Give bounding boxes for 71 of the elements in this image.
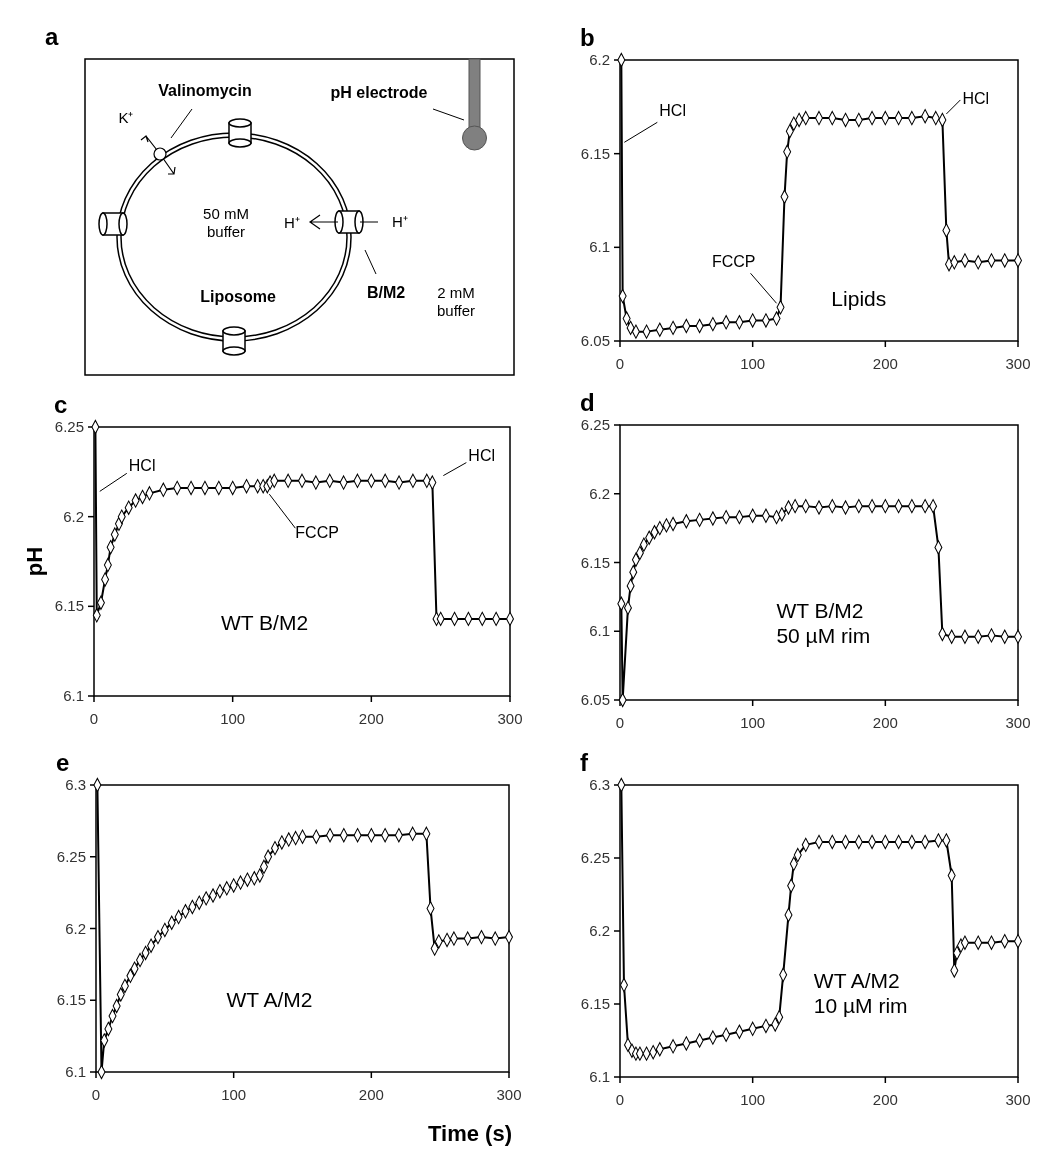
x-tick-label: 300 [1005, 714, 1031, 731]
text: 50 mM buffer [203, 205, 249, 240]
y-tick-label: 6.1 [589, 1068, 610, 1085]
y-tick-label: 6.1 [63, 687, 84, 704]
y-tick-label: 6.3 [589, 776, 610, 793]
y-tick-label: 6.3 [65, 776, 86, 793]
y-tick-label: 6.25 [56, 847, 86, 865]
y-tick-label: 6.15 [580, 553, 610, 571]
annotation: HCl [468, 446, 496, 464]
x-tick-label: 300 [497, 710, 523, 727]
text: B/M2 [366, 284, 406, 301]
chart-title: f [580, 749, 589, 776]
text: Valinomycin [158, 82, 252, 99]
x-tick-label: 300 [1005, 355, 1031, 372]
y-tick-label: 6.1 [65, 1063, 86, 1080]
x-tick-label: 100 [740, 1091, 766, 1108]
x-tick-label: 200 [872, 1091, 898, 1108]
chart-title: d [580, 389, 595, 416]
text: Liposome [200, 288, 276, 305]
x-tick-label: 200 [358, 1086, 384, 1103]
annotation: Lipids [831, 286, 887, 310]
y-tick-label: 6.15 [54, 597, 84, 615]
y-tick-label: 6.2 [63, 507, 84, 525]
x-tick-label: 200 [872, 714, 898, 731]
y-tick-label: 6.15 [580, 144, 610, 162]
annotation: WT A/M2 [226, 988, 313, 1012]
annotation: WT B/M2 50 µM rim [776, 598, 871, 648]
y-tick-label: 6.1 [589, 622, 610, 640]
text: 2 mM buffer [436, 284, 476, 319]
annotation: WT B/M2 [221, 611, 309, 635]
annotation: HCl [659, 102, 686, 120]
x-tick-label: 200 [358, 710, 384, 727]
x-tick-label: 0 [615, 1091, 625, 1108]
y-axis-title: pH [22, 546, 47, 577]
x-tick-label: 0 [615, 714, 625, 731]
y-tick-label: 6.2 [589, 922, 610, 939]
y-tick-label: 6.25 [580, 849, 610, 866]
x-tick-label: 0 [91, 1086, 101, 1103]
y-tick-label: 6.05 [580, 332, 610, 349]
x-tick-label: 200 [872, 355, 898, 372]
x-tick-label: 100 [221, 1086, 247, 1103]
y-tick-label: 6.15 [56, 991, 86, 1009]
y-tick-label: 6.25 [580, 416, 610, 433]
annotation: FCCP [295, 524, 339, 542]
chart-title: e [56, 749, 70, 776]
y-tick-label: 6.1 [589, 238, 610, 256]
text: H⁺ [392, 213, 408, 230]
text: pH electrode [330, 84, 428, 101]
y-tick-label: 6.2 [589, 51, 610, 68]
x-axis-title: Time (s) [428, 1121, 512, 1146]
chart-title: c [54, 391, 68, 418]
x-tick-label: 0 [89, 710, 99, 727]
y-tick-label: 6.05 [580, 691, 610, 708]
text: H⁺ [284, 214, 300, 231]
x-tick-label: 100 [220, 710, 246, 727]
y-tick-label: 6.25 [54, 418, 84, 435]
x-tick-label: 0 [615, 355, 625, 372]
annotation: WT A/M2 10 µM rim [813, 968, 908, 1017]
y-tick-label: 6.15 [580, 995, 610, 1012]
annotation: HCl [962, 89, 990, 107]
y-tick-label: 6.2 [589, 484, 610, 502]
text: K⁺ [118, 109, 134, 126]
annotation: FCCP [711, 253, 756, 271]
x-tick-label: 100 [740, 714, 766, 731]
x-tick-label: 100 [740, 355, 766, 372]
annotation: HCl [128, 457, 156, 475]
y-tick-label: 6.2 [65, 919, 86, 937]
x-tick-label: 300 [1005, 1091, 1031, 1108]
text: a [45, 23, 59, 50]
chart-title: b [580, 24, 595, 51]
x-tick-label: 300 [496, 1086, 522, 1103]
